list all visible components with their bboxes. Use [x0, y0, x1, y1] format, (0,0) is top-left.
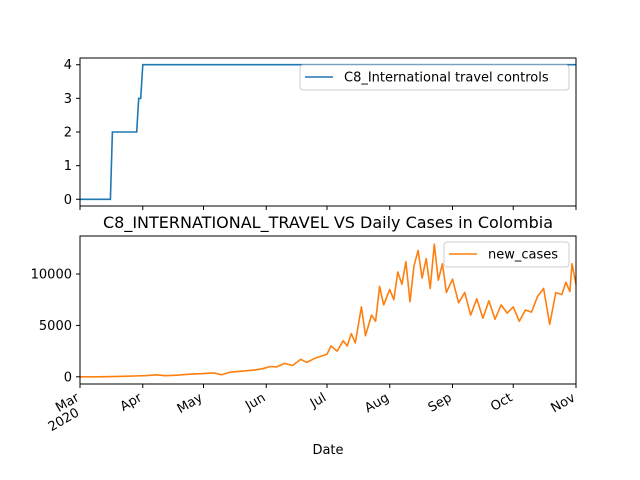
bottom-ytick-label: 10000 — [31, 268, 72, 283]
bottom-y-axis: 0 5000 10000 — [31, 268, 80, 385]
bottom-subplot: C8_INTERNATIONAL_TRAVEL VS Daily Cases i… — [31, 213, 579, 458]
top-subplot: 0 1 2 3 4 C8_International travel controls — [64, 57, 577, 210]
top-plot-area — [80, 63, 576, 201]
bottom-legend-box — [443, 241, 570, 268]
top-x-ticks — [79, 206, 577, 210]
bottom-legend: new_cases — [443, 241, 570, 268]
top-legend-box — [299, 64, 570, 91]
top-ytick-label: 3 — [64, 92, 72, 107]
bottom-ytick-label: 5000 — [39, 319, 72, 334]
top-ytick-label: 4 — [64, 58, 72, 73]
xtick-label: Jul — [307, 390, 329, 411]
bottom-legend-label: new_cases — [488, 248, 558, 263]
bottom-plot-area — [80, 243, 577, 378]
series-line-new-cases — [80, 243, 577, 378]
top-ytick-label: 1 — [64, 159, 72, 174]
x-axis-label: Date — [312, 443, 343, 458]
bottom-chart-title: C8_INTERNATIONAL_TRAVEL VS Daily Cases i… — [103, 213, 553, 233]
top-legend-label: C8_International travel controls — [344, 71, 549, 86]
top-y-axis: 0 1 2 3 4 — [64, 58, 80, 208]
series-line-c8-international-travel-controls — [80, 63, 576, 201]
bottom-ytick-label: 0 — [64, 370, 72, 385]
bottom-axes-frame — [79, 235, 577, 385]
top-ytick-label: 2 — [64, 126, 72, 141]
top-legend: C8_International travel controls — [299, 64, 570, 91]
top-ytick-label: 0 — [64, 193, 72, 208]
